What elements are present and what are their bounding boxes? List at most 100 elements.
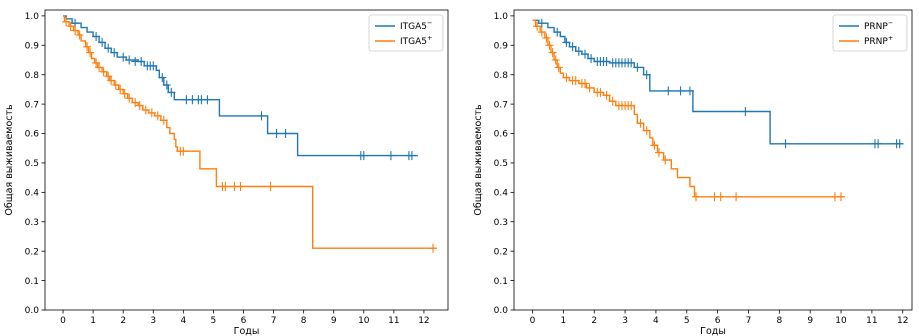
chart-0-series-1-censor-0	[62, 17, 71, 27]
chart-0-series-1-censor-13	[120, 89, 129, 99]
chart-0-x-tick-label-12: 12	[418, 316, 429, 326]
chart-1-series-1-censor-4	[548, 48, 557, 58]
chart-0-series-0-censor-20	[257, 111, 266, 121]
chart-0-y-tick-label-8: 0.8	[25, 71, 40, 81]
chart-1-series-1-censor-5	[551, 55, 560, 65]
chart-1-x-tick-label-2: 2	[591, 316, 597, 326]
chart-0-series-1-censor-17	[141, 105, 150, 115]
chart-1-series-0-censor-18	[633, 62, 642, 72]
chart-0-series-0-censor-4	[110, 48, 119, 58]
chart-0-series-0-censor-13	[162, 80, 171, 90]
chart-prnp: 0 1 2 3 4 5 6 7 8 9 10 11 120.00.10.20.30.40.50.60.7…	[473, 9, 913, 336]
chart-0-series-0-censor-19	[203, 95, 212, 105]
chart-1-x-tick-label-6: 6	[715, 316, 721, 326]
chart-0-series-1-censor-12	[116, 84, 125, 94]
chart-1-y-tick-label-10: 1.0	[494, 12, 509, 22]
chart-0-series-1-censor-8	[99, 67, 108, 77]
chart-1-y-tick-label-2: 0.2	[494, 247, 508, 257]
chart-1-y-tick-label-8: 0.8	[494, 71, 509, 81]
chart-1-series-0-censor-17	[627, 58, 636, 68]
chart-1-x-tick-label-9: 9	[807, 316, 813, 326]
chart-0-series-0-censor-22	[281, 129, 290, 138]
chart-0-x-tick-label-10: 10	[358, 316, 370, 326]
chart-0-y-tick-label-2: 0.2	[25, 247, 39, 257]
chart-1-x-tick-label-0: 0	[530, 316, 536, 326]
chart-0-series-1-censor-22	[179, 146, 188, 156]
chart-1-x-tick-label-3: 3	[622, 316, 628, 326]
chart-1-series-0-censor-2	[562, 37, 571, 47]
chart-0-series-1-censor-3	[75, 30, 84, 40]
chart-0-y-tick-label-10: 1.0	[25, 12, 40, 22]
chart-0-y-axis-label: Общая выживаемость	[4, 104, 15, 216]
chart-1-series-1-censor-14	[596, 87, 605, 97]
chart-0-series-1-censor-11	[111, 80, 120, 90]
chart-1-series-0-censor-26	[874, 139, 883, 149]
chart-0-series-0-censor-3	[104, 43, 113, 53]
chart-0-y-tick-label-1: 0.1	[25, 277, 39, 287]
chart-0-series-0-censor-11	[149, 61, 158, 71]
chart-1-y-tick-label-0: 0.0	[494, 306, 509, 316]
chart-1-series-1-censor-24	[650, 140, 659, 150]
chart-1-x-tick-label-4: 4	[653, 316, 659, 326]
chart-0-series-1-censor-26	[236, 182, 245, 191]
chart-0-x-tick-label-11: 11	[388, 316, 399, 326]
chart-1-series-0-censor-20	[664, 86, 673, 96]
chart-1-series-0-censor-1	[553, 27, 562, 37]
chart-0-x-tick-label-7: 7	[271, 316, 277, 326]
chart-1-series-1-censor-27	[692, 192, 700, 202]
chart-1-y-tick-label-1: 0.1	[494, 277, 508, 287]
chart-0-x-tick-label-1: 1	[90, 316, 96, 326]
chart-0-series-1-censor-18	[147, 108, 156, 118]
chart-0-x-tick-label-9: 9	[331, 316, 337, 326]
chart-0-series-1-censor-19	[153, 111, 162, 121]
chart-0-series-1-censor-2	[71, 26, 80, 36]
chart-1-y-tick-label-6: 0.6	[494, 130, 509, 140]
chart-0-series-0-censor-24	[359, 151, 368, 161]
chart-0-x-tick-label-8: 8	[301, 316, 307, 326]
chart-1-series-1-censor-6	[554, 62, 563, 72]
chart-0-y-tick-label-7: 0.7	[25, 100, 39, 110]
chart-itga5: 0 1 2 3 4 5 6 7 8 9 10 11 120.00.10.20.30.40.50.60.7…	[4, 9, 449, 336]
chart-1-plot-frame	[513, 9, 913, 311]
chart-1-series-1-censor-29	[716, 192, 725, 202]
chart-0-y-tick-label-4: 0.4	[25, 189, 40, 199]
chart-0-y-tick-label-9: 0.9	[25, 41, 40, 51]
chart-0-legend	[368, 14, 444, 52]
chart-1-legend	[832, 14, 908, 52]
chart-0-series-0-censor-1	[92, 32, 101, 41]
chart-1-y-tick-label-3: 0.3	[494, 218, 508, 228]
chart-1-series-1-censor-1	[537, 27, 546, 37]
chart-1-series-1-censor-3	[545, 40, 554, 50]
chart-0-series-1-censor-4	[83, 42, 92, 52]
chart-0-legend-entry-1: ITGA5+	[400, 34, 432, 47]
chart-1-series-0-censor-0	[537, 18, 546, 28]
chart-1-series-0-censor-23	[741, 107, 750, 116]
chart-0-series-1-censor-7	[95, 62, 104, 72]
chart-1-series-1-censor-7	[562, 73, 571, 83]
chart-0-legend-entry-0: ITGA5−	[400, 19, 432, 32]
chart-1-series-0-censor-22	[685, 86, 694, 96]
chart-1-x-tick-label-5: 5	[684, 316, 690, 326]
chart-1-y-tick-label-5: 0.5	[494, 159, 508, 169]
chart-0-y-tick-label-5: 0.5	[25, 159, 39, 169]
chart-1-y-tick-label-9: 0.9	[494, 41, 509, 51]
chart-1-series-0-censor-4	[574, 46, 583, 56]
chart-0-x-tick-label-2: 2	[120, 316, 126, 326]
chart-0-x-tick-label-0: 0	[60, 316, 66, 326]
chart-1-series-0-censor-5	[581, 49, 589, 59]
chart-1-series-0-censor-24	[781, 139, 790, 149]
chart-1-x-tick-label-11: 11	[866, 316, 877, 326]
chart-0-series-1-censor-1	[66, 21, 75, 31]
chart-1-series-1-censor-25	[655, 148, 663, 158]
chart-0-y-tick-label-0: 0.0	[25, 306, 40, 316]
chart-1-y-tick-label-4: 0.4	[494, 189, 509, 199]
chart-1-series-1-censor-11	[581, 79, 589, 88]
chart-1-series-1-censor-15	[602, 90, 611, 100]
chart-0-series-0-censor-12	[158, 73, 167, 83]
chart-1-series-0-censor-3	[568, 42, 577, 52]
chart-0-series-1-censor-10	[107, 76, 116, 86]
chart-1-series-1-censor-12	[585, 83, 594, 93]
chart-0-series-0-censor-14	[167, 87, 176, 97]
chart-1-series-1-line	[532, 19, 845, 198]
